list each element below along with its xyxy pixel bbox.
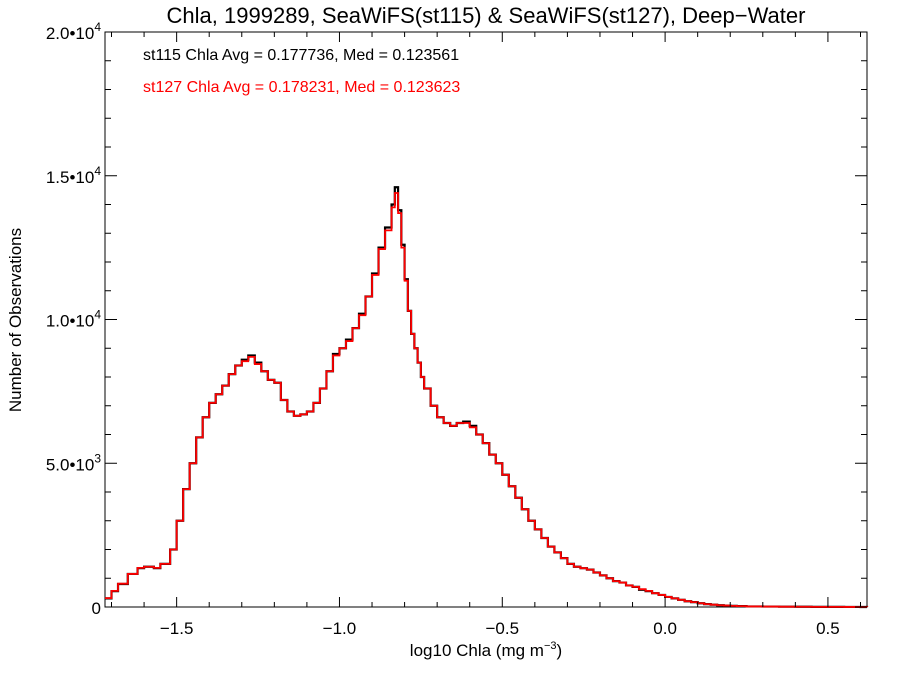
x-tick-label: 0.5 <box>816 619 840 638</box>
x-tick-label: 0.0 <box>653 619 677 638</box>
x-axis-label-tail: ) <box>557 641 563 660</box>
y-tick-label: 5.0•103 <box>46 451 102 474</box>
annotation-st127: st127 Chla Avg = 0.178231, Med = 0.12362… <box>143 79 460 96</box>
histogram-chart: Chla, 1999289, SeaWiFS(st115) & SeaWiFS(… <box>0 0 900 675</box>
x-axis-label: log10 Chla (mg m−3) <box>410 640 562 660</box>
y-tick-label: 1.5•104 <box>46 164 102 187</box>
x-tick-label: −1.0 <box>323 619 357 638</box>
series-line-1 <box>105 187 867 607</box>
plot-area: −1.5 −1.0 −0.5 0.0 0.5 0 5.0•103 1.0•104 1.5•10… <box>46 20 867 638</box>
series-layer <box>105 187 867 607</box>
series-line-2 <box>105 193 867 607</box>
plot-frame <box>105 32 867 607</box>
y-tick-label: 0 <box>92 599 101 618</box>
y-tick-label: 2.0•104 <box>46 20 102 43</box>
annotation-st115: st115 Chla Avg = 0.177736, Med = 0.12356… <box>143 47 459 64</box>
x-axis-label-main: log10 Chla (mg m <box>410 641 544 660</box>
y-axis-label: Number of Observations <box>6 228 25 412</box>
y-axis-ticks: 0 5.0•103 1.0•104 1.5•104 2.0•104 <box>46 20 867 618</box>
x-axis-label-sup: −3 <box>544 640 557 652</box>
y-tick-label: 1.0•104 <box>46 308 102 331</box>
x-tick-label: −0.5 <box>486 619 520 638</box>
chart-title: Chla, 1999289, SeaWiFS(st115) & SeaWiFS(… <box>167 3 806 28</box>
x-axis-ticks: −1.5 −1.0 −0.5 0.0 0.5 <box>112 32 861 638</box>
x-tick-label: −1.5 <box>160 619 194 638</box>
